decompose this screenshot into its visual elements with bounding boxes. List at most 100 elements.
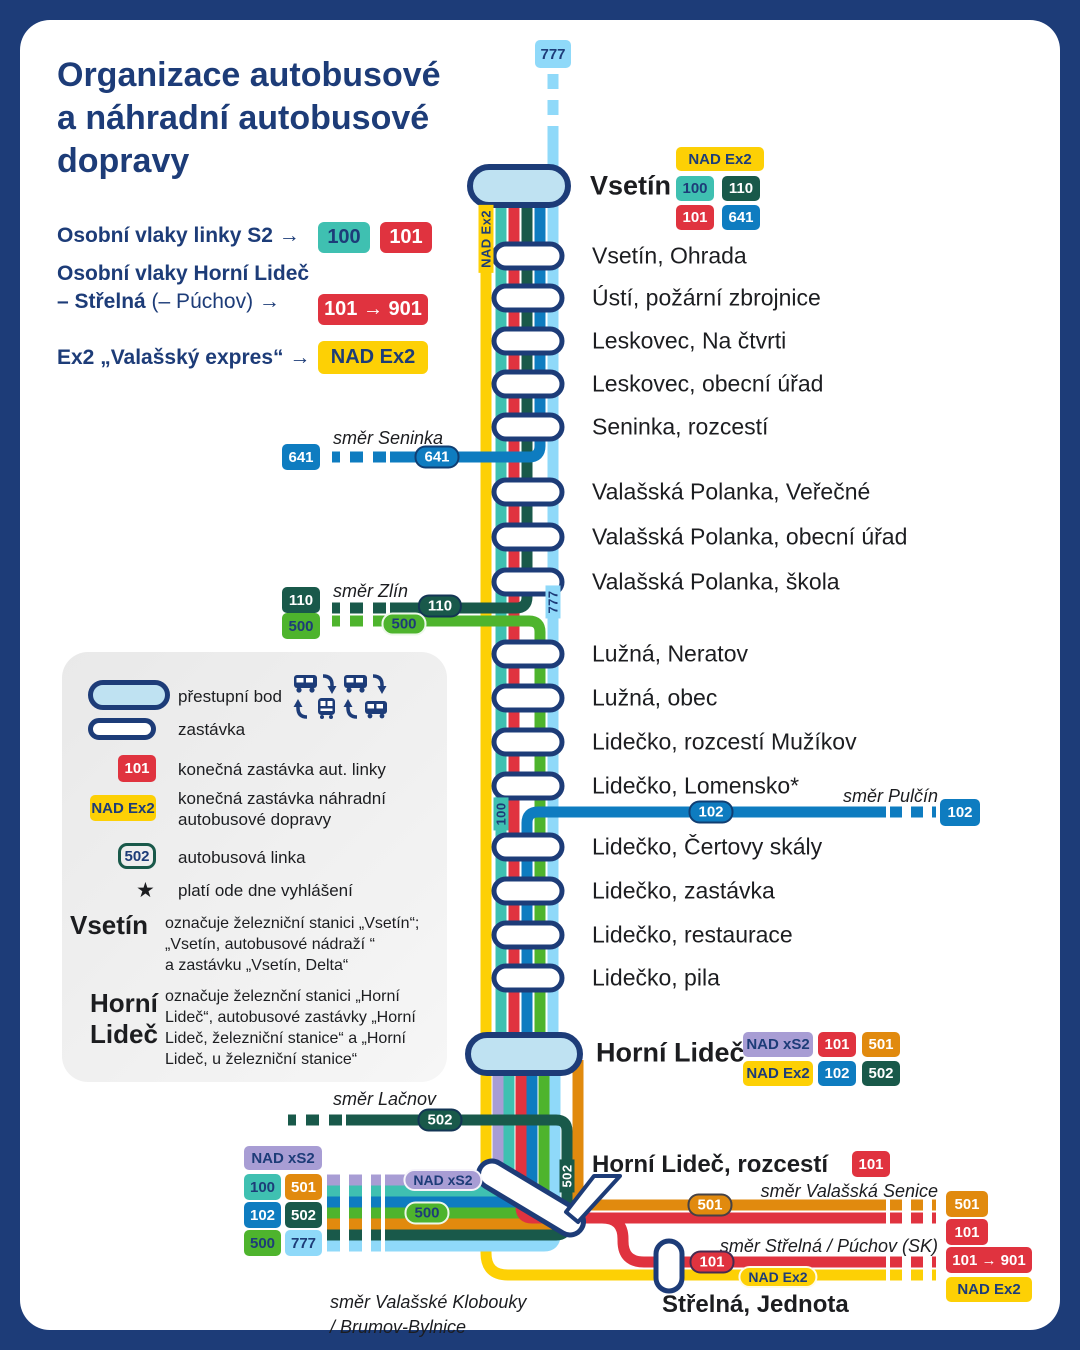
senice-badge-101: 101 (946, 1219, 988, 1245)
online-label-641: 641 (414, 445, 460, 469)
hl-badge-501: 501 (862, 1032, 900, 1057)
klobouky-badge-100: 100 (244, 1174, 281, 1200)
seninka-badge-641: 641 (282, 444, 320, 470)
vsetin-badge-110: 110 (722, 176, 760, 201)
zlin-badge-110: 110 (282, 587, 320, 613)
legend-panel: přestupní bod zastávka 101 konečná zastá… (62, 652, 447, 1082)
legend-101-badge: 101 (118, 755, 156, 782)
legend-stop-sample (88, 718, 156, 740)
page-title: Organizace autobusové a náhradní autobuso… (57, 56, 441, 180)
bus-train-transfer-icon (293, 674, 337, 719)
direction-klobouky-line2: / Brumov-Bylnice (330, 1317, 467, 1337)
direction-lacnov: směr Lačnov (333, 1089, 437, 1109)
intro-row1-label: Osobní vlaky linky S2 → (57, 224, 300, 247)
legend-terminus-bus-label: konečná zastávka aut. linky (178, 760, 386, 779)
stop-label: Valašská Polanka, obecní úřad (592, 523, 908, 550)
online-label-nad-ex2-strelna: NAD Ex2 (738, 1266, 818, 1288)
legend-interchange-label: přestupní bod (178, 687, 282, 706)
hl-badge-nad-xs2: NAD xS2 (743, 1032, 813, 1057)
stop-label: Leskovec, obecní úřad (592, 370, 824, 397)
stop-label: Lidečko, pila (592, 964, 720, 991)
stop-label: Leskovec, Na čtvrti (592, 327, 787, 354)
online-label-501: 501 (687, 1193, 733, 1217)
stop-label: Lužná, Neratov (592, 640, 748, 667)
hl-badge-502: 502 (862, 1061, 900, 1086)
senice-badge-501: 501 (946, 1191, 988, 1217)
strelna-badge-101-901: 101 → 901 (946, 1247, 1032, 1273)
direction-seninka: směr Seninka (333, 428, 444, 448)
direction-strelna: směr Střelná / Púchov (SK) (719, 1236, 938, 1256)
legend-stop-label: zastávka (178, 720, 246, 739)
pulcin-badge-102: 102 (940, 799, 980, 826)
klobouky-badge-502: 502 (285, 1202, 322, 1228)
strelna-badge-nad-ex2: NAD Ex2 (946, 1277, 1032, 1302)
online-label-502: 502 (417, 1108, 463, 1132)
stop-label: Lidečko, Lomensko* (592, 772, 800, 799)
rotated-100-label: 100 (493, 797, 509, 831)
stop-label: Valašská Polanka, Veřečné (592, 478, 871, 505)
stop-label: Lidečko, restaurace (592, 921, 793, 948)
legend-terminus-nad-label1: konečná zastávka náhradní (178, 789, 386, 808)
badge-101: 101 (380, 222, 432, 253)
online-label-nad-xs2: NAD xS2 (403, 1169, 483, 1191)
legend-interchange-sample (88, 680, 170, 710)
stop-label: Vsetín, Ohrada (592, 242, 747, 269)
legend-hl-term: Horní Lideč (90, 988, 158, 1049)
hl-badge-101: 101 (818, 1032, 856, 1057)
legend-busline-label: autobusová linka (178, 848, 306, 867)
legend-vsetin-definition: označuje železniční stanici „Vsetín“; „Vs… (165, 915, 420, 974)
stop-label: Lužná, obec (592, 684, 718, 711)
rozcesti-badge-101: 101 (852, 1151, 890, 1177)
stop-label: Lidečko, zastávka (592, 877, 775, 904)
legend-hl-definition: označuje železnční stanici „Horní Lideč“,… (165, 988, 416, 1068)
rotated-502-label: 502 (559, 1159, 575, 1193)
online-label-500: 500 (381, 612, 427, 636)
online-label-110: 110 (417, 594, 463, 618)
intro-row2-line1: Osobní vlaky Horní Lideč (57, 262, 310, 285)
badge-nad-ex2: NAD Ex2 (318, 341, 428, 374)
stop-label: Seninka, rozcestí (592, 413, 769, 440)
hl-badge-nad-ex2: NAD Ex2 (743, 1061, 813, 1086)
badge-101-901: 101 → 901 (318, 294, 428, 325)
legend-nad-ex2-badge: NAD Ex2 (90, 795, 156, 821)
online-label-102: 102 (688, 800, 734, 824)
direction-zlin: směr Zlín (333, 581, 409, 601)
legend-502-badge: 502 (118, 843, 156, 869)
direction-klobouky-line1: směr Valašské Klobouky (330, 1292, 527, 1312)
legend-terminus-nad-label2: autobusové dopravy (178, 810, 332, 829)
stop-label: Lidečko, Čertovy skály (592, 833, 823, 860)
intro-row3-label: Ex2 „Valašský expres“ → (57, 346, 311, 369)
direction-pulcin: směr Pulčín (842, 786, 938, 806)
node-label-rozcesti: Horní Lideč, rozcestí (592, 1151, 829, 1178)
vsetin-badge-101: 101 (676, 205, 714, 230)
klobouky-badge-500: 500 (244, 1230, 281, 1256)
stop-label: Lidečko, rozcestí Mužíkov (592, 728, 857, 755)
vsetin-badge-100: 100 (676, 176, 714, 201)
bus-bus-transfer-icon (343, 674, 387, 719)
legend-star-label: platí ode dne vyhlášení (178, 881, 353, 900)
vsetin-badge-641: 641 (722, 205, 760, 230)
hl-badge-102: 102 (818, 1061, 856, 1086)
direction-senice: směr Valašská Senice (760, 1181, 938, 1201)
legend-star-symbol: ★ (136, 879, 155, 902)
klobouky-badge-777: 777 (285, 1230, 322, 1256)
zlin-badge-500: 500 (282, 613, 320, 639)
vsetin-badge-nad-ex2: NAD Ex2 (676, 147, 764, 171)
rotated-777-label: 777 (545, 585, 561, 619)
rotated-nad-ex2-label: NAD Ex2 (478, 205, 494, 273)
klobouky-badge-102: 102 (244, 1202, 281, 1228)
node-label-strelna: Střelná, Jednota (662, 1291, 849, 1318)
node-label-vsetin: Vsetín (590, 170, 672, 201)
badge-777-top: 777 (535, 40, 571, 68)
node-label-horni-lidec: Horní Lideč (596, 1037, 745, 1068)
stop-label: Valašská Polanka, škola (592, 568, 840, 595)
legend-vsetin-term: Vsetín (70, 910, 149, 940)
online-label-101-strelna: 101 (689, 1250, 735, 1274)
stop-label: Ústí, požární zbrojnice (592, 284, 821, 311)
klobouky-badge-nad-xs2: NAD xS2 (244, 1146, 322, 1170)
intro-row2-line2: – Střelná (– Púchov) → (57, 290, 280, 313)
online-label-500-lower: 500 (404, 1201, 450, 1225)
badge-100: 100 (318, 222, 370, 253)
klobouky-badge-501: 501 (285, 1174, 322, 1200)
